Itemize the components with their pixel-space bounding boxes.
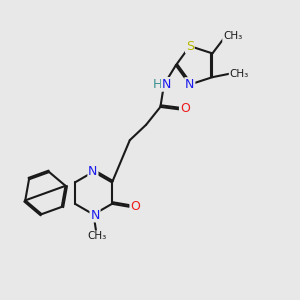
Text: N: N: [162, 78, 171, 91]
Text: S: S: [186, 40, 194, 52]
Text: O: O: [180, 102, 190, 115]
Text: N: N: [90, 208, 100, 222]
Text: N: N: [185, 78, 194, 91]
Text: N: N: [88, 165, 98, 178]
Text: CH₃: CH₃: [88, 232, 107, 242]
Text: CH₃: CH₃: [230, 69, 249, 79]
Text: O: O: [130, 200, 140, 213]
Text: H: H: [153, 77, 162, 91]
Text: CH₃: CH₃: [223, 32, 242, 41]
